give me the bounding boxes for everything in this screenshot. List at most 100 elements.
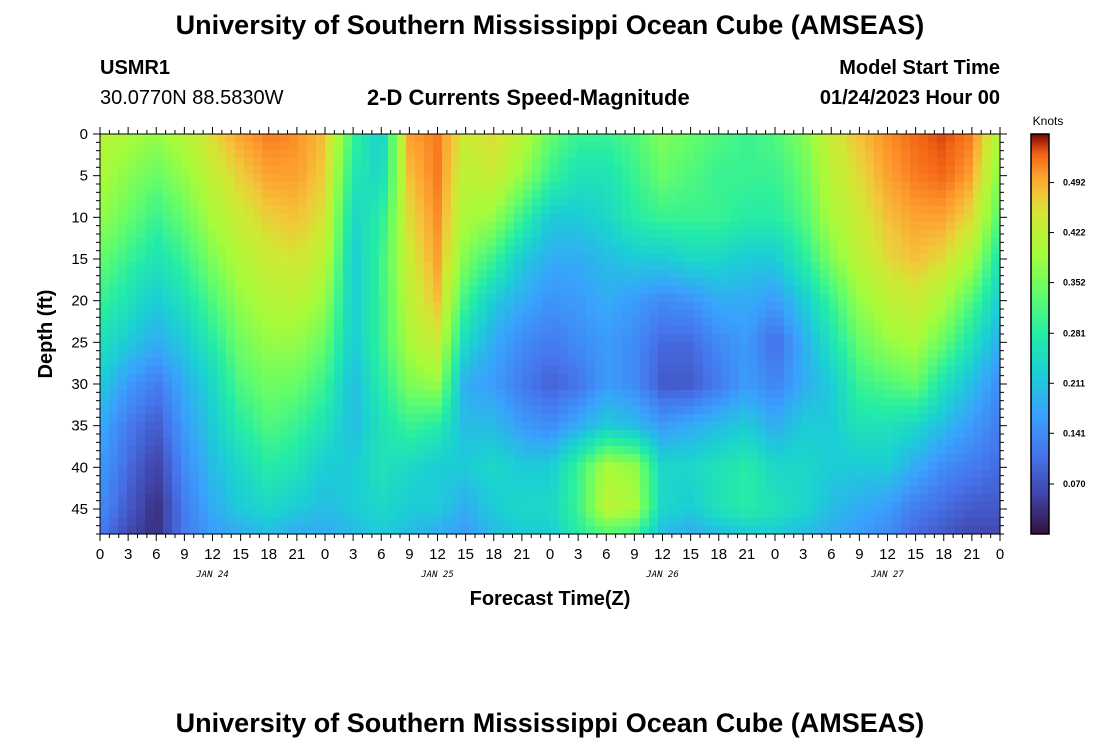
heatmap-cell <box>973 254 983 263</box>
heatmap-cell <box>568 174 578 183</box>
heatmap-cell <box>820 382 830 391</box>
heatmap-cell <box>145 174 155 183</box>
heatmap-cell <box>100 454 110 463</box>
heatmap-cell <box>370 342 380 351</box>
heatmap-cell <box>910 438 920 447</box>
heatmap-cell <box>955 166 965 175</box>
heatmap-cell <box>361 334 371 343</box>
heatmap-cell <box>910 310 920 319</box>
heatmap-cell <box>496 158 506 167</box>
heatmap-cell <box>874 430 884 439</box>
heatmap-cell <box>406 430 416 439</box>
heatmap-cell <box>901 254 911 263</box>
heatmap-cell <box>460 174 470 183</box>
heatmap-cell <box>865 286 875 295</box>
heatmap-cell <box>550 494 560 503</box>
heatmap-cell <box>595 326 605 335</box>
heatmap-cell <box>694 158 704 167</box>
heatmap-cell <box>352 318 362 327</box>
heatmap-cell <box>262 158 272 167</box>
heatmap-cell <box>865 422 875 431</box>
heatmap-cell <box>352 366 362 375</box>
heatmap-cell <box>928 198 938 207</box>
heatmap-cell <box>568 230 578 239</box>
heatmap-cell <box>811 294 821 303</box>
heatmap-cell <box>559 318 569 327</box>
heatmap-cell <box>577 446 587 455</box>
heatmap-cell <box>604 390 614 399</box>
heatmap-cell <box>721 158 731 167</box>
heatmap-cell <box>298 142 308 151</box>
heatmap-cell <box>721 406 731 415</box>
heatmap-cell <box>874 294 884 303</box>
heatmap-cell <box>487 150 497 159</box>
heatmap-cell <box>505 454 515 463</box>
heatmap-cell <box>631 510 641 519</box>
heatmap-cell <box>973 294 983 303</box>
heatmap-cell <box>856 174 866 183</box>
heatmap-cell <box>568 430 578 439</box>
heatmap-cell <box>946 198 956 207</box>
heatmap-cell <box>505 326 515 335</box>
heatmap-cell <box>955 302 965 311</box>
heatmap-cell <box>829 238 839 247</box>
heatmap-cell <box>280 478 290 487</box>
heatmap-cell <box>622 366 632 375</box>
heatmap-cell <box>217 422 227 431</box>
heatmap-cell <box>532 222 542 231</box>
heatmap-cell <box>766 134 776 143</box>
heatmap-cell <box>397 350 407 359</box>
heatmap-cell <box>334 326 344 335</box>
heatmap-cell <box>514 518 524 527</box>
heatmap-cell <box>217 134 227 143</box>
heatmap-cell <box>352 494 362 503</box>
heatmap-cell <box>991 206 1001 215</box>
heatmap-cell <box>325 182 335 191</box>
heatmap-cell <box>397 254 407 263</box>
heatmap-cell <box>145 142 155 151</box>
heatmap-cell <box>793 358 803 367</box>
heatmap-cell <box>325 318 335 327</box>
heatmap-cell <box>496 462 506 471</box>
heatmap-cell <box>955 422 965 431</box>
heatmap-cell <box>343 302 353 311</box>
heatmap-cell <box>991 246 1001 255</box>
heatmap-cell <box>397 166 407 175</box>
heatmap-cell <box>991 486 1001 495</box>
heatmap-cell <box>145 278 155 287</box>
heatmap-cell <box>667 398 677 407</box>
heatmap-cell <box>694 294 704 303</box>
heatmap-cell <box>937 286 947 295</box>
heatmap-cell <box>667 438 677 447</box>
heatmap-cell <box>235 382 245 391</box>
heatmap-cell <box>712 430 722 439</box>
heatmap-cell <box>181 262 191 271</box>
heatmap-cell <box>730 430 740 439</box>
heatmap-cell <box>658 414 668 423</box>
heatmap-cell <box>865 262 875 271</box>
heatmap-cell <box>586 510 596 519</box>
heatmap-cell <box>937 310 947 319</box>
heatmap-cell <box>946 390 956 399</box>
heatmap-cell <box>982 398 992 407</box>
heatmap-cell <box>397 294 407 303</box>
heatmap-cell <box>982 278 992 287</box>
heatmap-cell <box>919 286 929 295</box>
heatmap-cell <box>424 454 434 463</box>
heatmap-cell <box>487 454 497 463</box>
heatmap-cell <box>847 390 857 399</box>
heatmap-cell <box>262 134 272 143</box>
heatmap-cell <box>316 526 326 535</box>
heatmap-cell <box>496 150 506 159</box>
heatmap-cell <box>154 198 164 207</box>
heatmap-cell <box>604 446 614 455</box>
heatmap-cell <box>577 166 587 175</box>
heatmap-cell <box>370 270 380 279</box>
heatmap-cell <box>640 142 650 151</box>
heatmap-cell <box>586 446 596 455</box>
heatmap-cell <box>451 470 461 479</box>
heatmap-cell <box>739 438 749 447</box>
heatmap-cell <box>127 494 137 503</box>
heatmap-cell <box>505 486 515 495</box>
heatmap-cell <box>829 382 839 391</box>
